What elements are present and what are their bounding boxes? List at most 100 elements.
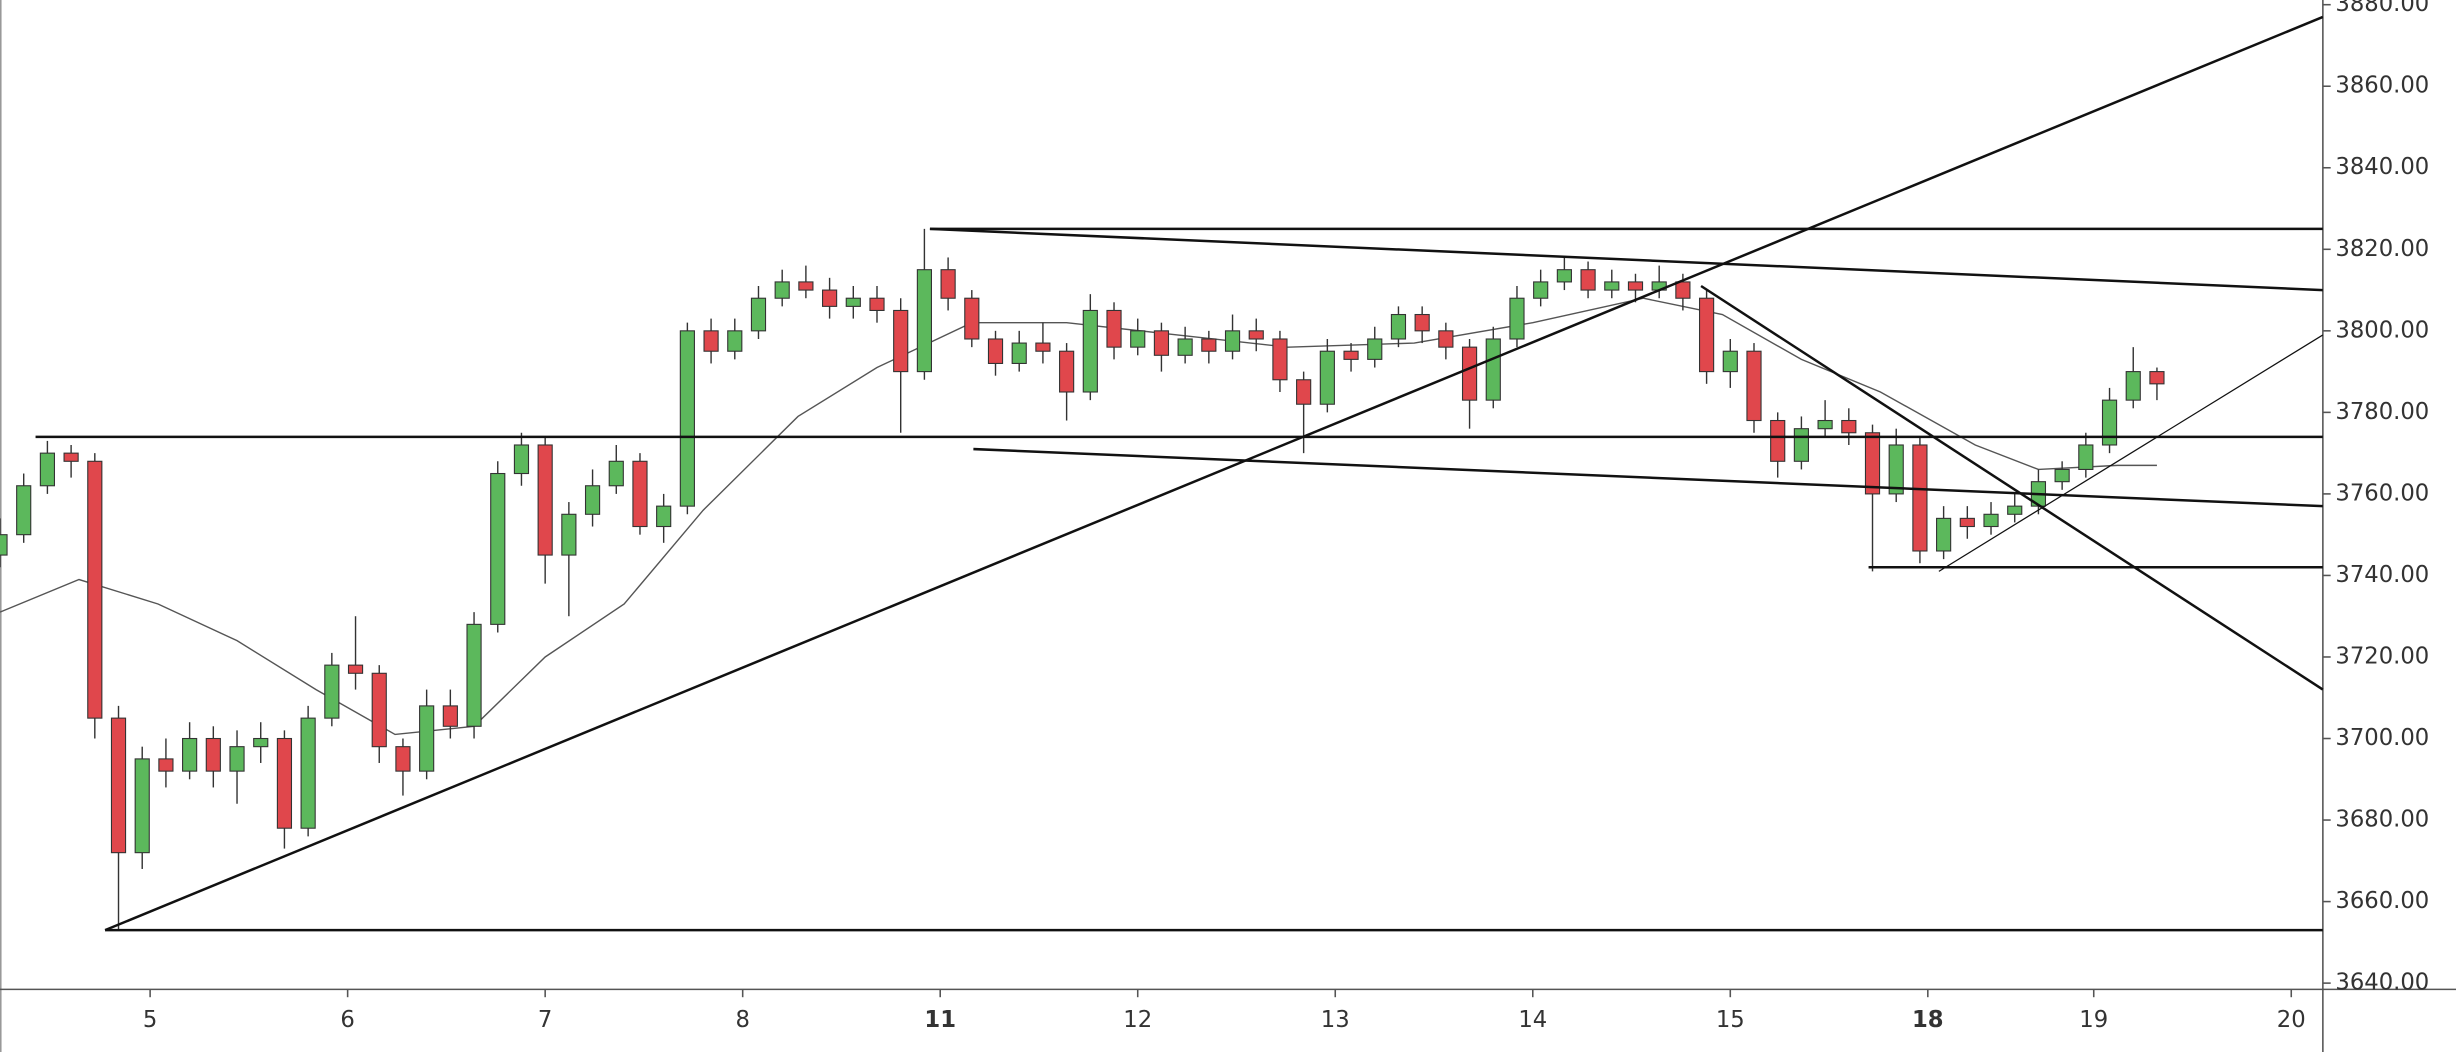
candle-body <box>182 737 198 772</box>
candle-body <box>584 485 601 515</box>
candle-body <box>347 664 364 674</box>
candle-body <box>1059 350 1075 393</box>
candle-body <box>632 460 648 528</box>
candle-body <box>750 297 767 332</box>
candle-body <box>964 297 980 340</box>
candle-body <box>703 330 719 352</box>
candle-body <box>608 460 624 487</box>
candle-body <box>2149 371 2165 385</box>
candle-body <box>1698 297 1715 373</box>
candle-body <box>1130 330 1146 348</box>
x-tick-label: 19 <box>2079 1007 2108 1033</box>
candle-body <box>1272 338 1288 381</box>
candle-body <box>1248 330 1264 340</box>
candle-body <box>1675 281 1691 299</box>
candle-body <box>1106 309 1122 348</box>
candle-body <box>1082 309 1098 393</box>
candle-body <box>229 746 245 772</box>
candle-body <box>1461 346 1478 401</box>
candle-body <box>1414 313 1430 332</box>
candle-body <box>1556 269 1572 283</box>
candle-body <box>1533 281 1549 299</box>
x-tick-label: 15 <box>1716 1007 1745 1033</box>
candle-body <box>1438 330 1454 348</box>
candle-body <box>561 513 577 556</box>
candle-body <box>1390 313 1407 340</box>
x-tick-label: 18 <box>1912 1007 1944 1033</box>
candle-body <box>1224 330 1241 352</box>
candle-body <box>1793 428 1810 462</box>
candle-body <box>893 309 909 373</box>
y-tick-label: 3680.00 <box>2335 807 2429 833</box>
trendline <box>104 15 2324 932</box>
candle-body <box>1722 350 1738 373</box>
y-tick-label: 3720.00 <box>2335 643 2429 669</box>
y-tick-label: 3840.00 <box>2335 154 2429 180</box>
y-tick-label: 3660.00 <box>2335 888 2429 914</box>
candle-body <box>276 737 293 829</box>
candle-body <box>1864 432 1881 495</box>
x-tick-label: 7 <box>538 1007 552 1033</box>
candle-body <box>1011 342 1027 364</box>
candle-body <box>1983 513 1999 528</box>
candle-body <box>2054 468 2070 483</box>
candle-body <box>1912 444 1928 552</box>
candle-body <box>466 623 482 727</box>
candle-body <box>63 452 79 462</box>
y-tick-label: 3700.00 <box>2335 725 2429 751</box>
candle-body <box>2007 505 2023 515</box>
moving-average <box>0 297 2157 736</box>
candle-body <box>1509 297 1525 340</box>
candle-body <box>1343 350 1359 360</box>
candle-body <box>1888 444 1904 495</box>
candle-body <box>1936 517 1952 552</box>
candle-body <box>1035 342 1051 352</box>
candle-body <box>821 289 838 307</box>
candle-body <box>1367 338 1383 360</box>
candle-body <box>300 717 316 829</box>
candle-body <box>87 460 103 719</box>
x-tick-label: 12 <box>1123 1007 1152 1033</box>
candle-body <box>442 705 458 727</box>
candle-body <box>205 737 221 772</box>
candle-body <box>1296 379 1312 405</box>
y-tick-label: 3800.00 <box>2335 317 2429 343</box>
trendline <box>973 447 2323 508</box>
candle-body <box>419 705 435 772</box>
candle-body <box>253 737 269 748</box>
candle-body <box>916 269 933 373</box>
y-tick-label: 3640.00 <box>2335 970 2429 996</box>
candle-body <box>1201 338 1217 352</box>
trendline <box>1700 284 2324 691</box>
candle-body <box>1580 269 1596 291</box>
candle-body <box>1746 350 1762 422</box>
candle-body <box>2078 444 2094 470</box>
candle-body <box>1959 517 1975 528</box>
candle-body <box>490 472 506 625</box>
candle-body <box>1770 419 1786 462</box>
candle-body <box>869 297 885 312</box>
candle-body <box>1485 338 1501 401</box>
candle-body <box>987 338 1004 364</box>
trendline <box>1938 334 2324 572</box>
x-tick-label: 5 <box>143 1007 157 1033</box>
trendline <box>929 227 2323 292</box>
candle-body <box>845 297 861 307</box>
candle-body <box>395 746 411 772</box>
candle-body <box>1153 330 1170 356</box>
candle-body <box>774 281 790 299</box>
candle-body <box>1177 338 1193 356</box>
candle-body <box>656 505 672 528</box>
candle-body <box>1627 281 1644 291</box>
candle-body <box>0 534 8 556</box>
y-tick-label: 3860.00 <box>2335 73 2429 99</box>
y-tick-label: 3880.00 <box>2335 0 2429 17</box>
candle-body <box>324 664 340 719</box>
y-tick-label: 3740.00 <box>2335 562 2429 588</box>
candle-body <box>2101 399 2118 446</box>
candle-body <box>39 452 56 487</box>
y-tick-label: 3820.00 <box>2335 236 2429 262</box>
x-tick-label: 13 <box>1321 1007 1350 1033</box>
